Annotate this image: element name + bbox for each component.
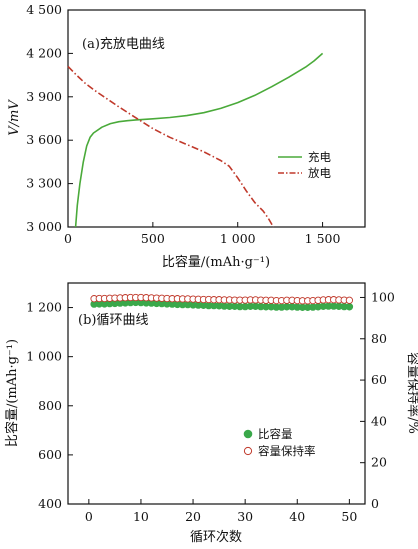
panel-a: 0 500 1 000 1 500 3 000 3 300 3 600 3 900 4 200… bbox=[7, 2, 366, 270]
panel-a-y-ticks: 3 000 3 300 3 600 3 900 4 200 4 500 bbox=[26, 2, 73, 234]
panel-a-xlabel: 比容量/(mAh·g⁻¹) bbox=[162, 254, 270, 270]
panel-b-legend: 比容量 容量保持率 bbox=[243, 427, 316, 458]
charge-curve bbox=[74, 52, 324, 228]
panel-b-frame bbox=[67, 282, 366, 505]
legend-label-charge: 充电 bbox=[308, 150, 331, 164]
panel-a-series bbox=[67, 52, 324, 228]
panel-a-x-ticks: 0 500 1 000 1 500 bbox=[64, 222, 341, 246]
panel-b-xtick-label: 20 bbox=[185, 509, 201, 524]
panel-b-xtick-label: 40 bbox=[289, 509, 305, 524]
legend-marker-capacity bbox=[243, 429, 253, 439]
panel-b-ytick-label: 1 000 bbox=[26, 349, 62, 364]
panel-b-ytick-label: 800 bbox=[38, 398, 62, 413]
legend-label-discharge: 放电 bbox=[308, 166, 331, 180]
panel-b-right-ytick-label: 0 bbox=[371, 496, 379, 511]
panel-b-xlabel: 循环次数 bbox=[190, 529, 242, 545]
panel-b-title: (b)循环曲线 bbox=[78, 313, 148, 328]
panel-a-title: (a)充放电曲线 bbox=[82, 36, 165, 52]
panel-b-xtick-label: 10 bbox=[133, 509, 149, 524]
legend-label-retention: 容量保持率 bbox=[258, 444, 316, 458]
legend-label-capacity: 比容量 bbox=[258, 427, 293, 441]
discharge-curve bbox=[67, 65, 275, 228]
retention-point bbox=[345, 296, 354, 304]
panel-a-ylabel: V/mV bbox=[7, 99, 22, 136]
panel-b: 0 10 20 30 40 50 400 600 800 1 000 1 200 0 20 40 60 8… bbox=[4, 282, 418, 545]
capacity-point bbox=[345, 303, 354, 311]
panel-b-ytick-label: 400 bbox=[38, 496, 62, 511]
panel-a-ytick-label: 3 600 bbox=[26, 132, 62, 147]
panel-a-xtick-label: 0 bbox=[64, 231, 72, 246]
panel-a-ytick-label: 4 200 bbox=[26, 45, 62, 60]
panel-b-ylabel: 比容量/(mAh·g⁻¹) bbox=[4, 339, 20, 447]
panel-b-series bbox=[90, 293, 354, 311]
panel-b-xtick-label: 30 bbox=[237, 509, 253, 524]
panel-b-ytick-label: 600 bbox=[38, 447, 62, 462]
panel-b-right-ytick-label: 40 bbox=[371, 413, 387, 428]
panel-a-ytick-label: 3 000 bbox=[26, 219, 62, 234]
panel-a-xtick-label: 500 bbox=[141, 231, 165, 246]
panel-a-frame bbox=[67, 9, 366, 228]
panel-a-xtick-label: 1 500 bbox=[305, 231, 341, 246]
panel-a-xtick-label: 1 000 bbox=[220, 231, 256, 246]
panel-b-right-ytick-label: 60 bbox=[371, 372, 387, 387]
panel-a-ytick-label: 3 900 bbox=[26, 89, 62, 104]
panel-b-xtick-label: 50 bbox=[341, 509, 357, 524]
panel-a-ytick-label: 3 300 bbox=[26, 176, 62, 191]
panel-b-ylabel-right: 容量保持率/% bbox=[405, 352, 418, 434]
panel-b-right-y-ticks: 0 20 40 60 80 100 bbox=[360, 289, 395, 511]
panel-b-right-ytick-label: 80 bbox=[371, 331, 387, 346]
panel-b-right-ytick-label: 20 bbox=[371, 455, 387, 470]
panel-b-right-ytick-label: 100 bbox=[371, 289, 395, 304]
panel-b-ytick-label: 1 200 bbox=[26, 300, 62, 315]
panel-b-y-ticks: 400 600 800 1 000 1 200 bbox=[26, 300, 73, 511]
panel-b-xtick-label: 0 bbox=[85, 509, 93, 524]
legend-marker-retention bbox=[243, 446, 253, 456]
panel-a-ytick-label: 4 500 bbox=[26, 2, 62, 17]
panel-a-legend: 充电 放电 bbox=[278, 150, 331, 180]
panel-b-x-ticks: 0 10 20 30 40 50 bbox=[85, 499, 357, 524]
